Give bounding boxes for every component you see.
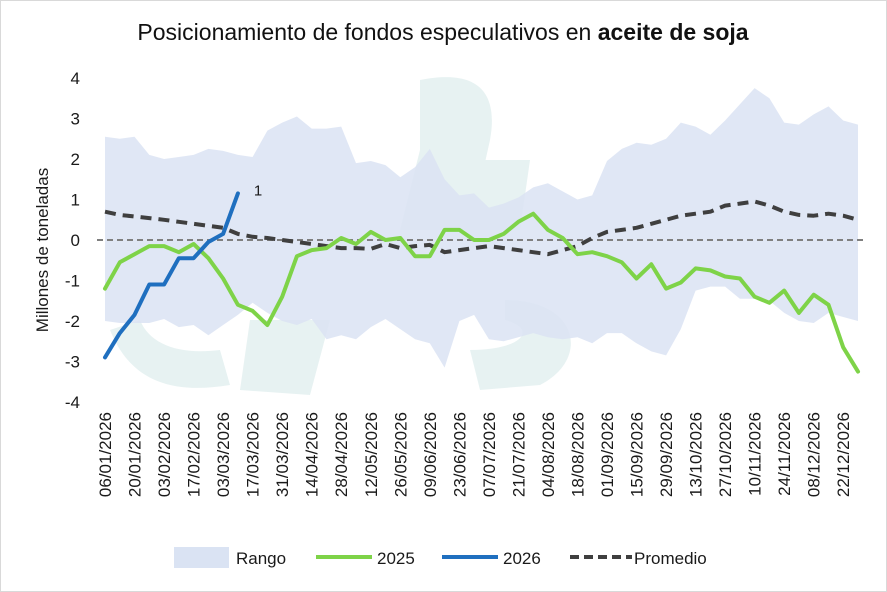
x-tick-label: 10/11/2026 xyxy=(746,412,765,496)
x-tick-label: 22/12/2026 xyxy=(834,412,853,497)
x-tick-label: 07/07/2026 xyxy=(480,412,499,497)
annotation-label: 1 xyxy=(254,182,262,199)
x-tick-label: 24/11/2026 xyxy=(775,412,794,496)
y-tick-label: 2 xyxy=(71,150,80,169)
chart-title: Posicionamiento de fondos especulativos … xyxy=(137,19,748,45)
y-tick-label: -2 xyxy=(65,312,80,331)
x-tick-label: 12/05/2026 xyxy=(362,412,381,497)
x-tick-label: 29/09/2026 xyxy=(657,412,676,497)
x-tick-label: 18/08/2026 xyxy=(568,412,587,497)
x-tick-label: 06/01/2026 xyxy=(96,412,115,497)
x-tick-label: 21/07/2026 xyxy=(509,412,528,497)
legend-swatch-rango xyxy=(174,547,229,568)
y-tick-label: 1 xyxy=(71,191,80,210)
x-tick-label: 28/04/2026 xyxy=(332,412,351,497)
chart-title-main: Posicionamiento de fondos especulativos … xyxy=(137,19,591,45)
x-tick-label: 04/08/2026 xyxy=(539,412,558,497)
x-tick-label: 08/12/2026 xyxy=(805,412,824,497)
y-tick-label: 0 xyxy=(71,231,80,250)
x-tick-label: 03/03/2026 xyxy=(214,412,233,497)
legend-label-rango: Rango xyxy=(236,549,286,568)
x-tick-label: 13/10/2026 xyxy=(687,412,706,497)
series-line-promedio xyxy=(104,199,859,257)
range-area xyxy=(105,88,858,368)
series-line-2026 xyxy=(103,191,240,360)
x-tick-label: 01/09/2026 xyxy=(598,412,617,497)
y-tick-label: -1 xyxy=(65,272,80,291)
y-tick-label: -4 xyxy=(65,393,80,412)
x-tick-label: 09/06/2026 xyxy=(421,412,440,497)
legend-label-promedio: Promedio xyxy=(634,549,707,568)
x-tick-label: 17/02/2026 xyxy=(185,412,204,497)
chart-title-bold: aceite de soja xyxy=(598,19,749,45)
x-tick-label: 20/01/2026 xyxy=(126,412,145,497)
x-tick-label: 27/10/2026 xyxy=(716,412,735,497)
y-tick-label: 4 xyxy=(71,69,80,88)
y-tick-label: 3 xyxy=(71,110,80,129)
x-tick-label: 14/04/2026 xyxy=(303,412,322,497)
y-axis-title: Millones de toneladas xyxy=(33,168,52,332)
y-tick-label: -3 xyxy=(65,353,80,372)
x-tick-label: 23/06/2026 xyxy=(450,412,469,497)
legend-label-2026: 2026 xyxy=(503,549,541,568)
legend-label-2025: 2025 xyxy=(377,549,415,568)
x-tick-label: 03/02/2026 xyxy=(155,412,174,497)
x-tick-label: 31/03/2026 xyxy=(273,412,292,497)
x-tick-label: 26/05/2026 xyxy=(391,412,410,497)
legend: Rango 2025 2026 Promedio xyxy=(174,547,707,568)
series-line-2025 xyxy=(103,211,860,374)
x-tick-label: 15/09/2026 xyxy=(628,412,647,497)
x-tick-label: 17/03/2026 xyxy=(244,412,263,497)
